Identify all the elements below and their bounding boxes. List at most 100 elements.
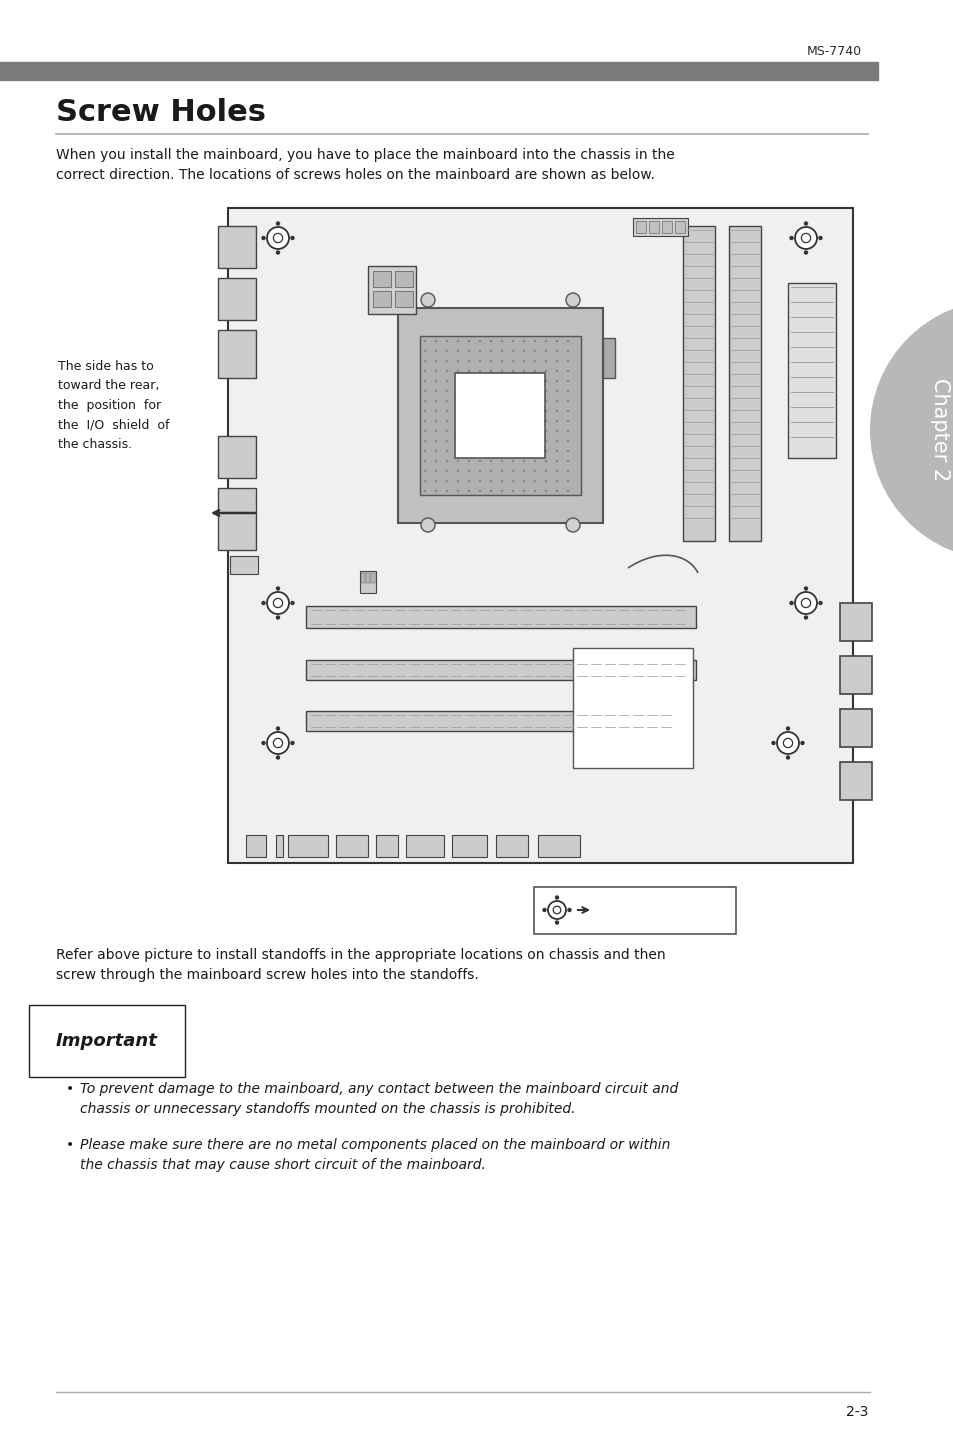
Circle shape [522,490,525,493]
Circle shape [785,726,789,730]
Circle shape [423,339,426,342]
Bar [218,329,255,378]
Circle shape [566,420,569,422]
Circle shape [489,450,492,453]
Circle shape [533,379,536,382]
Circle shape [500,410,503,412]
Circle shape [467,349,470,352]
Circle shape [533,339,536,342]
Circle shape [785,755,789,760]
Circle shape [500,450,503,453]
Text: •: • [66,1083,74,1095]
Bar [573,649,692,768]
Circle shape [445,379,448,382]
Circle shape [533,450,536,453]
Circle shape [261,601,266,606]
Circle shape [456,420,458,422]
Circle shape [511,420,514,422]
Circle shape [555,359,558,362]
Circle shape [500,369,503,372]
Circle shape [566,349,569,352]
Circle shape [500,359,503,362]
Circle shape [511,359,514,362]
Circle shape [522,420,525,422]
Circle shape [489,359,492,362]
Circle shape [489,379,492,382]
Circle shape [267,591,289,614]
Circle shape [445,440,448,442]
Bar [406,835,443,856]
Bar [840,603,871,642]
Circle shape [275,755,280,760]
Circle shape [511,369,514,372]
Circle shape [522,379,525,382]
Circle shape [435,440,436,442]
Circle shape [478,480,481,483]
Bar [306,606,696,629]
Circle shape [445,480,448,483]
Circle shape [489,410,492,412]
Text: Please make sure there are no metal components placed on the mainboard or within: Please make sure there are no metal comp… [80,1138,670,1171]
Circle shape [423,400,426,402]
Circle shape [533,359,536,362]
Text: •: • [66,1138,74,1151]
Circle shape [489,430,492,432]
Circle shape [511,430,514,432]
Circle shape [533,410,536,412]
Bar [371,573,375,583]
Circle shape [435,369,436,372]
Bar [306,712,680,730]
Bar [633,218,687,236]
Circle shape [267,732,289,755]
Circle shape [467,480,470,483]
Circle shape [435,349,436,352]
Circle shape [803,586,807,590]
Circle shape [467,430,470,432]
Circle shape [555,895,558,899]
Circle shape [533,490,536,493]
Circle shape [511,470,514,473]
Circle shape [478,460,481,463]
Text: 2-3: 2-3 [844,1405,867,1419]
Circle shape [445,430,448,432]
Circle shape [500,379,503,382]
Circle shape [489,390,492,392]
Circle shape [445,450,448,453]
Circle shape [500,390,503,392]
Text: Chapter 2: Chapter 2 [929,378,949,481]
Circle shape [555,369,558,372]
Circle shape [511,379,514,382]
Circle shape [467,359,470,362]
Circle shape [478,339,481,342]
Circle shape [445,410,448,412]
Bar [395,291,413,306]
Bar [366,573,370,583]
Circle shape [456,410,458,412]
Circle shape [500,400,503,402]
Bar [373,271,391,286]
Circle shape [435,450,436,453]
Circle shape [801,233,810,242]
Circle shape [478,440,481,442]
Circle shape [423,430,426,432]
Circle shape [275,726,280,730]
Circle shape [467,400,470,402]
Circle shape [544,420,547,422]
Circle shape [522,349,525,352]
Circle shape [800,740,804,745]
Circle shape [456,349,458,352]
Circle shape [818,601,821,606]
Circle shape [794,591,816,614]
Circle shape [435,379,436,382]
Circle shape [801,599,810,607]
Circle shape [478,390,481,392]
Circle shape [511,450,514,453]
Circle shape [489,369,492,372]
FancyBboxPatch shape [534,886,735,934]
Circle shape [261,740,266,745]
Circle shape [467,490,470,493]
Circle shape [467,460,470,463]
Circle shape [533,369,536,372]
Circle shape [445,359,448,362]
Circle shape [478,369,481,372]
